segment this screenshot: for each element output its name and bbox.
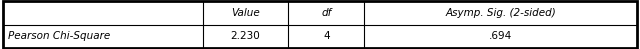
Text: 4: 4 <box>323 31 330 41</box>
Text: Pearson Chi-Square: Pearson Chi-Square <box>8 31 111 41</box>
Text: .694: .694 <box>489 31 512 41</box>
Text: 2.230: 2.230 <box>230 31 260 41</box>
Text: Asymp. Sig. (2-sided): Asymp. Sig. (2-sided) <box>445 8 556 18</box>
Text: df: df <box>321 8 332 18</box>
Text: Value: Value <box>231 8 260 18</box>
